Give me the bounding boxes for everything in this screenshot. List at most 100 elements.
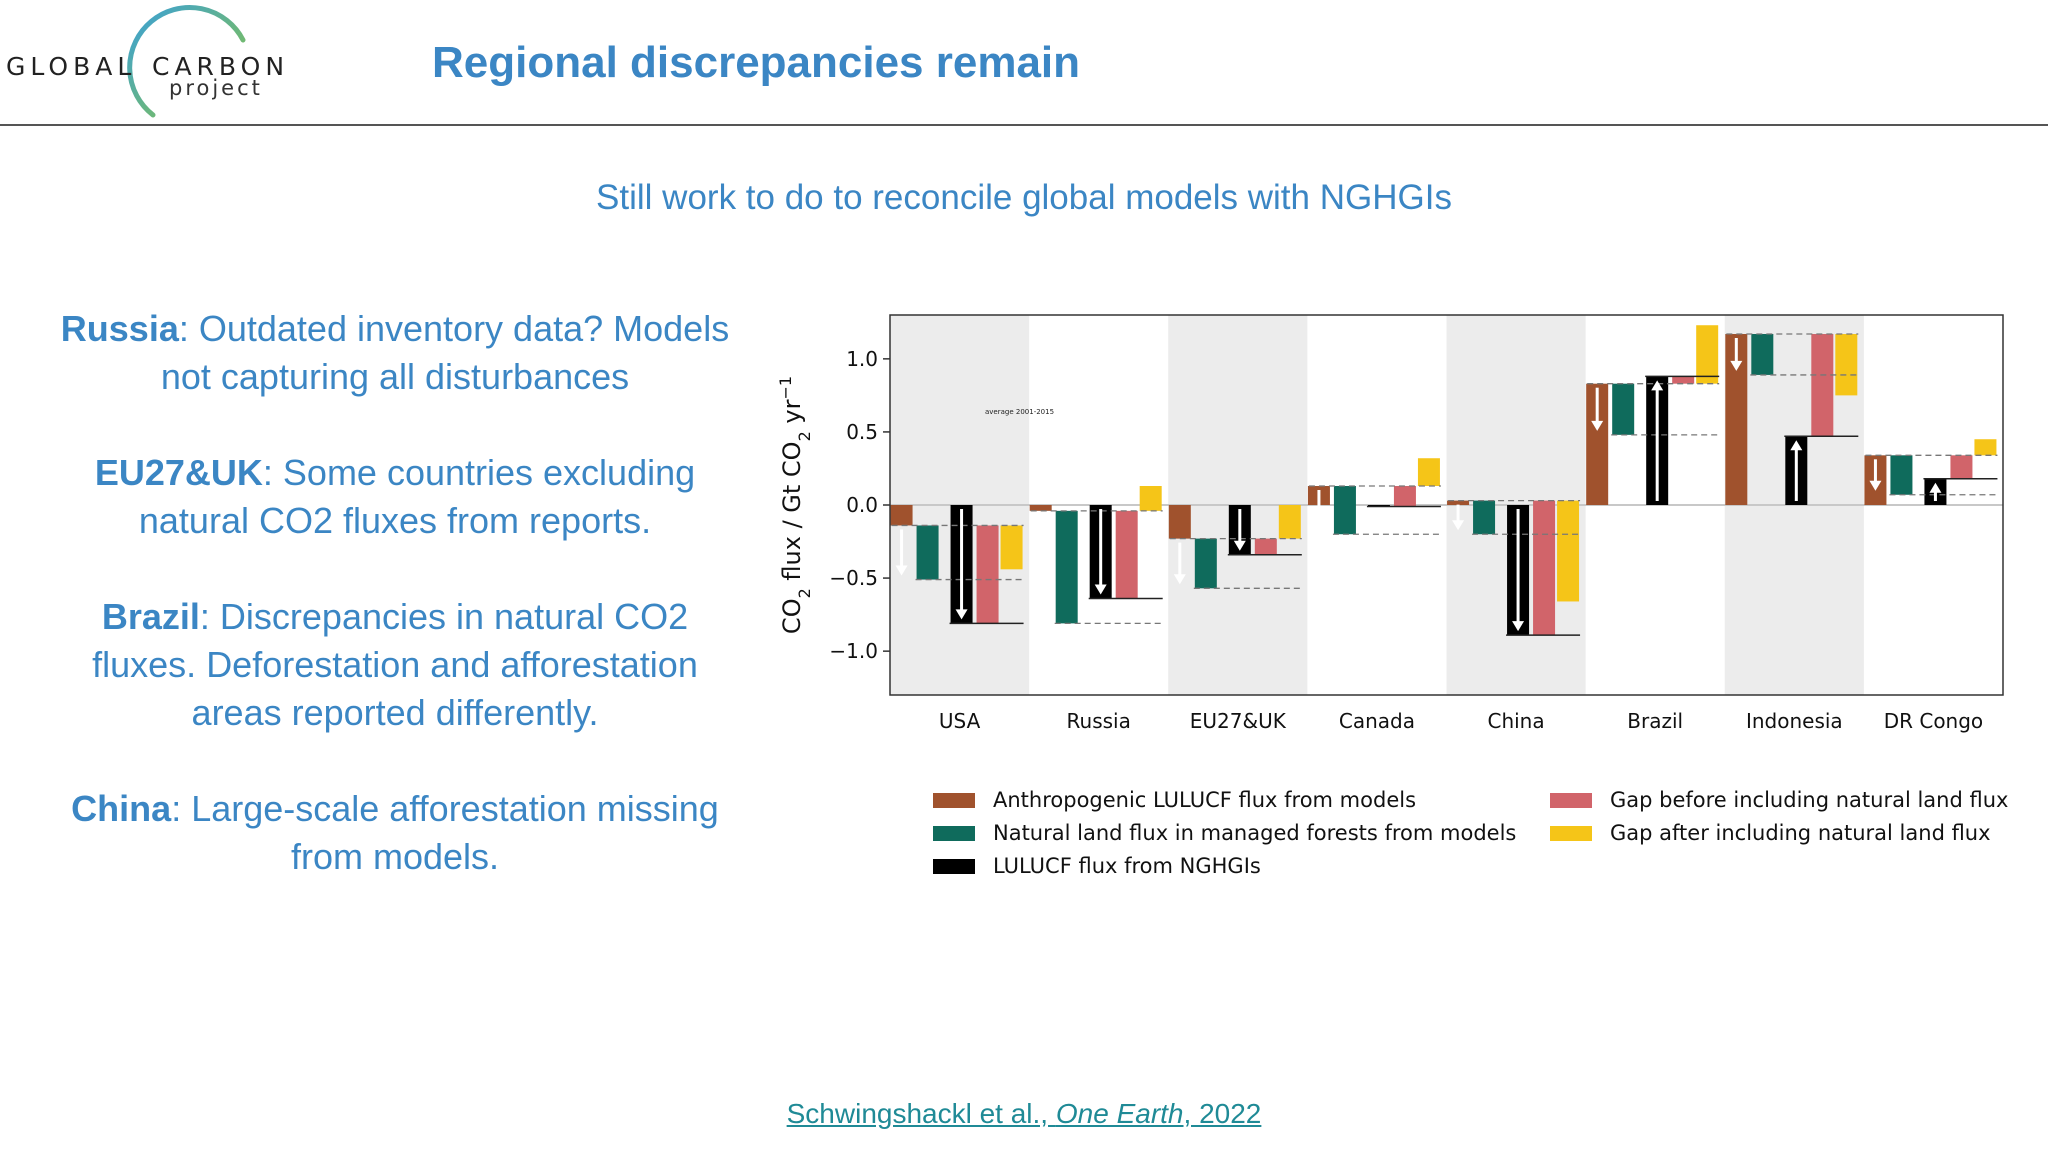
legend-item-gap-before: Gap before including natural land flux bbox=[1550, 786, 2008, 814]
x-tick-label: USA bbox=[939, 709, 981, 733]
legend-label: Natural land flux in managed forests fro… bbox=[993, 821, 1517, 845]
y-axis-label-part: CO bbox=[778, 598, 806, 634]
bar-gap-before bbox=[1115, 510, 1138, 599]
header-divider bbox=[0, 124, 2048, 126]
logo-arc-icon bbox=[127, 5, 246, 118]
legend-item-nghgi: LULUCF flux from NGHGIs bbox=[933, 852, 1261, 880]
x-tick-label: EU27&UK bbox=[1190, 709, 1287, 733]
bar-natural bbox=[1194, 538, 1217, 589]
bar-natural bbox=[1612, 383, 1635, 435]
flux-arrow-head-icon bbox=[1312, 520, 1325, 531]
bar-natural bbox=[916, 525, 939, 580]
chart-legend: Anthropogenic LULUCF flux from models Na… bbox=[0, 770, 2048, 880]
slide-subtitle: Still work to do to reconcile global mod… bbox=[596, 178, 1452, 217]
legend-item-gap-after: Gap after including natural land flux bbox=[1550, 819, 1991, 847]
flux-arrow-head-icon bbox=[1730, 360, 1743, 371]
legend-item-natural: Natural land flux in managed forests fro… bbox=[933, 819, 1516, 847]
x-tick-label: DR Congo bbox=[1884, 709, 1983, 733]
x-tick-label: Russia bbox=[1067, 709, 1131, 733]
y-axis-label-part: 2 bbox=[795, 431, 814, 441]
logo-carbon-word: CARBON bbox=[152, 52, 290, 81]
y-axis-label: CO2 flux / Gt CO2 yr−1 bbox=[776, 376, 814, 634]
flux-arrow-head-icon bbox=[1452, 520, 1465, 531]
flux-arrow-head-icon bbox=[1512, 621, 1525, 632]
regional-notes: Russia: Outdated inventory data? Models … bbox=[60, 305, 730, 929]
note-text: : Outdated inventory data? Models not ca… bbox=[160, 308, 730, 397]
flux-arrow-head-icon bbox=[1233, 540, 1246, 551]
bar-natural bbox=[1890, 455, 1913, 495]
bar-gap-before bbox=[976, 525, 999, 624]
bar-gap-after bbox=[1417, 458, 1440, 486]
logo-global-word: GLOBAL bbox=[6, 52, 137, 81]
bar-gap-before bbox=[1393, 486, 1416, 507]
legend-swatch-gap-before bbox=[1550, 792, 1592, 808]
bar-natural bbox=[1055, 510, 1078, 624]
y-axis-label-part: flux / Gt CO bbox=[778, 441, 806, 588]
bar-gap-after bbox=[1974, 439, 1997, 456]
y-axis-label-part: yr bbox=[778, 399, 806, 431]
y-tick-label: −0.5 bbox=[829, 566, 878, 590]
note-eu27uk: EU27&UK: Some countries excluding natura… bbox=[60, 449, 730, 545]
bar-gap-before bbox=[1950, 455, 1973, 479]
note-region: EU27&UK bbox=[94, 452, 263, 493]
note-russia: Russia: Outdated inventory data? Models … bbox=[60, 305, 730, 401]
flux-arrow-head-icon bbox=[1929, 482, 1942, 493]
x-tick-label: Brazil bbox=[1627, 709, 1683, 733]
bar-gap-after bbox=[1139, 486, 1162, 511]
x-tick-label: Indonesia bbox=[1746, 709, 1843, 733]
note-text: : Large-scale afforestation missing from… bbox=[171, 788, 719, 877]
x-tick-label: Canada bbox=[1339, 709, 1415, 733]
bar-anthropogenic bbox=[890, 505, 913, 526]
citation-year: , 2022 bbox=[1183, 1098, 1262, 1129]
legend-swatch-anthropogenic bbox=[933, 792, 975, 808]
bar-gap-after bbox=[1696, 325, 1719, 384]
y-tick-label: 1.0 bbox=[846, 347, 878, 371]
bar-gap-after bbox=[1278, 505, 1301, 539]
bar-anthropogenic bbox=[1725, 334, 1748, 505]
note-text: : Some countries excluding natural CO2 f… bbox=[138, 452, 696, 541]
y-tick-label: 0.0 bbox=[846, 493, 878, 517]
bar-anthropogenic bbox=[1586, 383, 1609, 505]
slide-title: Regional discrepancies remain bbox=[432, 38, 1081, 87]
bar-anthropogenic bbox=[1447, 500, 1470, 505]
y-axis-label-part: 2 bbox=[795, 588, 814, 598]
flux-arrow-head-icon bbox=[1094, 584, 1107, 595]
bar-natural bbox=[1473, 500, 1496, 535]
flux-arrow-head-icon bbox=[1790, 440, 1803, 451]
note-region: Brazil bbox=[101, 596, 200, 637]
bar-natural bbox=[1333, 486, 1356, 535]
bar-natural bbox=[1751, 334, 1774, 375]
y-tick-label: −1.0 bbox=[829, 639, 878, 663]
flux-arrow-head-icon bbox=[1869, 480, 1882, 491]
legend-label: Gap after including natural land flux bbox=[1610, 821, 1991, 845]
legend-label: LULUCF flux from NGHGIs bbox=[993, 854, 1261, 878]
legend-label: Gap before including natural land flux bbox=[1610, 788, 2009, 812]
note-region: China bbox=[71, 788, 172, 829]
flux-arrow-head-icon bbox=[955, 609, 968, 620]
note-text: : Discrepancies in natural CO2 fluxes. D… bbox=[92, 596, 698, 733]
flux-arrow-head-icon bbox=[1173, 574, 1186, 585]
flux-arrow-head-icon bbox=[1591, 420, 1604, 431]
flux-arrow-head-icon bbox=[895, 565, 908, 576]
legend-label: Anthropogenic LULUCF flux from models bbox=[993, 788, 1417, 812]
bar-anthropogenic bbox=[1029, 505, 1052, 511]
flux-arrow-head-icon bbox=[1651, 380, 1664, 391]
global-carbon-project-logo: GLOBAL CARBON project bbox=[0, 0, 290, 126]
bar-gap-before bbox=[1254, 538, 1277, 555]
bar-gap-before bbox=[1672, 376, 1695, 384]
bar-anthropogenic bbox=[1168, 505, 1191, 539]
logo-project-word: project bbox=[169, 76, 263, 100]
flux-arrow-head-icon bbox=[1034, 609, 1047, 620]
note-region: Russia bbox=[60, 308, 179, 349]
bar-gap-after bbox=[1835, 334, 1858, 396]
note-brazil: Brazil: Discrepancies in natural CO2 flu… bbox=[60, 593, 730, 737]
co2-flux-chart: 1.0 0.5 0.0 −0.5 −1.0 USA Russia EU27&UK Canada C… bbox=[776, 314, 2004, 733]
legend-item-anthropogenic: Anthropogenic LULUCF flux from models bbox=[933, 786, 1416, 814]
legend-swatch-nghgi bbox=[933, 858, 975, 874]
y-axis-label-part: −1 bbox=[776, 376, 795, 400]
citation-link[interactable]: Schwingshackl et al., One Earth, 2022 bbox=[0, 1098, 2048, 1130]
legend-swatch-natural bbox=[933, 825, 975, 841]
x-tick-label: China bbox=[1487, 709, 1544, 733]
legend-swatch-gap-after bbox=[1550, 825, 1592, 841]
bar-gap-after bbox=[1557, 500, 1580, 602]
